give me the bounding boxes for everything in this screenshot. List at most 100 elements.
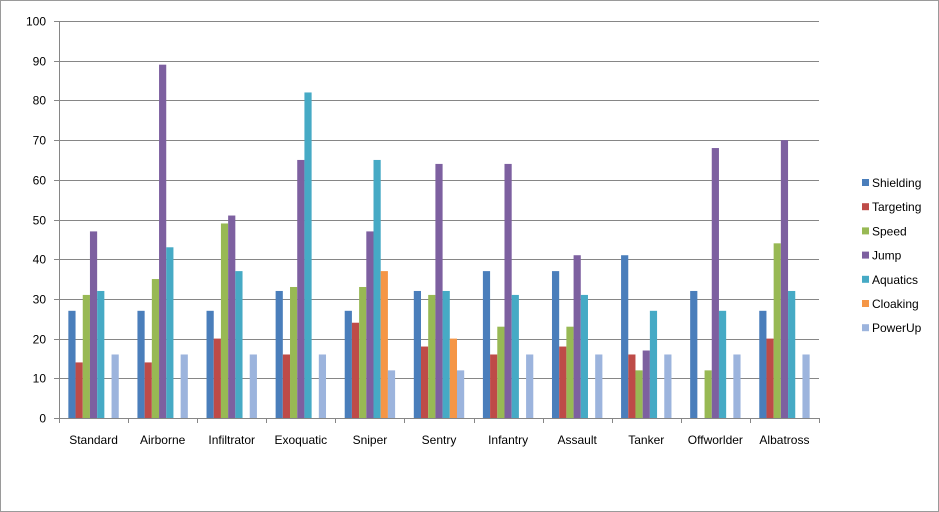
bar-speed-offworlder bbox=[704, 370, 712, 418]
bar-speed-tanker bbox=[635, 370, 643, 418]
bar-aquatics-assault bbox=[580, 294, 588, 418]
bars bbox=[68, 64, 810, 419]
y-tick-label: 10 bbox=[33, 372, 47, 386]
bar-powerup-tanker bbox=[664, 354, 672, 418]
legend-swatch bbox=[862, 227, 869, 235]
legend-swatch bbox=[862, 251, 869, 259]
bar-powerup-infiltrator bbox=[249, 354, 257, 418]
bar-shielding-airborne bbox=[137, 310, 145, 418]
bar-powerup-albatross bbox=[802, 354, 810, 418]
legend-label: PowerUp bbox=[872, 321, 922, 335]
bar-shielding-albatross bbox=[759, 310, 767, 418]
bar-powerup-exoquatic bbox=[318, 354, 327, 418]
legend-swatch bbox=[862, 179, 869, 186]
bar-aquatics-infantry bbox=[511, 294, 519, 418]
x-tick-label: Exoquatic bbox=[274, 433, 327, 447]
bar-shielding-standard bbox=[68, 310, 76, 418]
y-tick-label: 50 bbox=[33, 214, 47, 228]
bar-speed-assault bbox=[566, 326, 574, 418]
bar-targeting-albatross bbox=[766, 338, 774, 418]
bar-shielding-sentry bbox=[413, 290, 421, 418]
bar-shielding-infantry bbox=[482, 271, 491, 418]
bar-jump-sniper bbox=[366, 231, 374, 418]
bar-jump-assault bbox=[573, 255, 581, 418]
bar-jump-standard bbox=[89, 231, 98, 418]
x-tick-label: Albatross bbox=[759, 433, 809, 447]
bar-powerup-sentry bbox=[457, 370, 465, 418]
y-tick-label: 60 bbox=[33, 174, 47, 188]
bar-jump-infantry bbox=[504, 163, 512, 418]
x-tick-label: Sentry bbox=[422, 433, 457, 447]
x-tick-label: Sniper bbox=[353, 433, 388, 447]
bar-powerup-standard bbox=[111, 354, 119, 418]
x-axis-ticks: Standard Airborne Infiltrator Exoquatic Snip… bbox=[59, 418, 820, 447]
bar-targeting-exoquatic bbox=[282, 354, 291, 418]
x-tick-label: Infantry bbox=[488, 433, 528, 447]
legend-swatch bbox=[862, 275, 869, 283]
bar-speed-standard bbox=[82, 294, 90, 418]
bar-speed-albatross bbox=[773, 243, 781, 418]
bar-aquatics-exoquatic bbox=[304, 92, 312, 419]
bar-jump-albatross bbox=[780, 140, 789, 418]
legend-label: Targeting bbox=[872, 200, 921, 214]
bar-aquatics-offworlder bbox=[718, 310, 727, 418]
bar-shielding-offworlder bbox=[690, 290, 698, 418]
bar-aquatics-tanker bbox=[649, 310, 658, 418]
x-tick-label: Airborne bbox=[140, 433, 186, 447]
bar-targeting-sniper bbox=[351, 322, 360, 418]
y-tick-label: 40 bbox=[33, 253, 47, 267]
bar-speed-sniper bbox=[359, 286, 367, 418]
bar-speed-infiltrator bbox=[220, 223, 229, 418]
y-tick-label: 90 bbox=[33, 55, 47, 69]
bar-cloaking-sentry bbox=[449, 338, 457, 418]
bar-targeting-airborne bbox=[144, 362, 152, 418]
legend-swatch bbox=[862, 203, 869, 211]
legend-swatch bbox=[862, 324, 869, 332]
bar-powerup-airborne bbox=[180, 354, 188, 418]
legend-label: Jump bbox=[872, 249, 902, 263]
axes bbox=[59, 21, 819, 419]
bar-targeting-standard bbox=[75, 362, 83, 418]
bar-powerup-offworlder bbox=[733, 354, 741, 418]
y-tick-label: 0 bbox=[39, 412, 46, 426]
x-tick-label: Tanker bbox=[628, 433, 664, 447]
bar-aquatics-airborne bbox=[166, 247, 174, 418]
bar-speed-airborne bbox=[151, 279, 160, 418]
x-tick-label: Offworlder bbox=[688, 433, 743, 447]
y-axis-ticks: 0 10 20 30 40 50 60 70 80 90 100 bbox=[26, 15, 59, 426]
legend-label: Cloaking bbox=[872, 297, 919, 311]
legend: Shielding Targeting Speed Jump Aquatics Cloak… bbox=[862, 176, 922, 335]
bar-aquatics-infiltrator bbox=[235, 271, 243, 418]
bar-jump-infiltrator bbox=[228, 215, 236, 418]
legend-label: Speed bbox=[872, 224, 907, 238]
bar-shielding-sniper bbox=[344, 310, 352, 418]
y-tick-label: 30 bbox=[33, 293, 47, 307]
y-tick-label: 80 bbox=[33, 94, 47, 108]
bar-shielding-exoquatic bbox=[275, 290, 283, 418]
bar-shielding-assault bbox=[551, 271, 560, 418]
y-tick-label: 70 bbox=[33, 134, 47, 148]
y-tick-label: 20 bbox=[33, 333, 47, 347]
bar-shielding-tanker bbox=[621, 255, 629, 418]
bar-powerup-sniper bbox=[387, 370, 396, 418]
bar-aquatics-standard bbox=[97, 290, 105, 418]
bar-jump-offworlder bbox=[711, 148, 719, 419]
bar-powerup-infantry bbox=[526, 354, 534, 418]
x-tick-label: Standard bbox=[69, 433, 118, 447]
bar-speed-exoquatic bbox=[290, 286, 298, 418]
bar-targeting-infiltrator bbox=[213, 338, 221, 418]
bar-cloaking-sniper bbox=[380, 271, 388, 418]
bar-aquatics-sniper bbox=[373, 159, 381, 418]
legend-swatch bbox=[862, 300, 869, 307]
bar-targeting-tanker bbox=[628, 354, 636, 418]
bar-shielding-infiltrator bbox=[206, 310, 214, 418]
bar-targeting-assault bbox=[559, 346, 567, 418]
bar-speed-infantry bbox=[497, 326, 505, 418]
legend-label: Aquatics bbox=[872, 273, 918, 287]
bar-jump-airborne bbox=[159, 64, 167, 419]
bar-aquatics-albatross bbox=[788, 290, 796, 418]
bar-jump-tanker bbox=[642, 350, 650, 418]
legend-label: Shielding bbox=[872, 176, 921, 190]
bar-speed-sentry bbox=[428, 294, 436, 418]
